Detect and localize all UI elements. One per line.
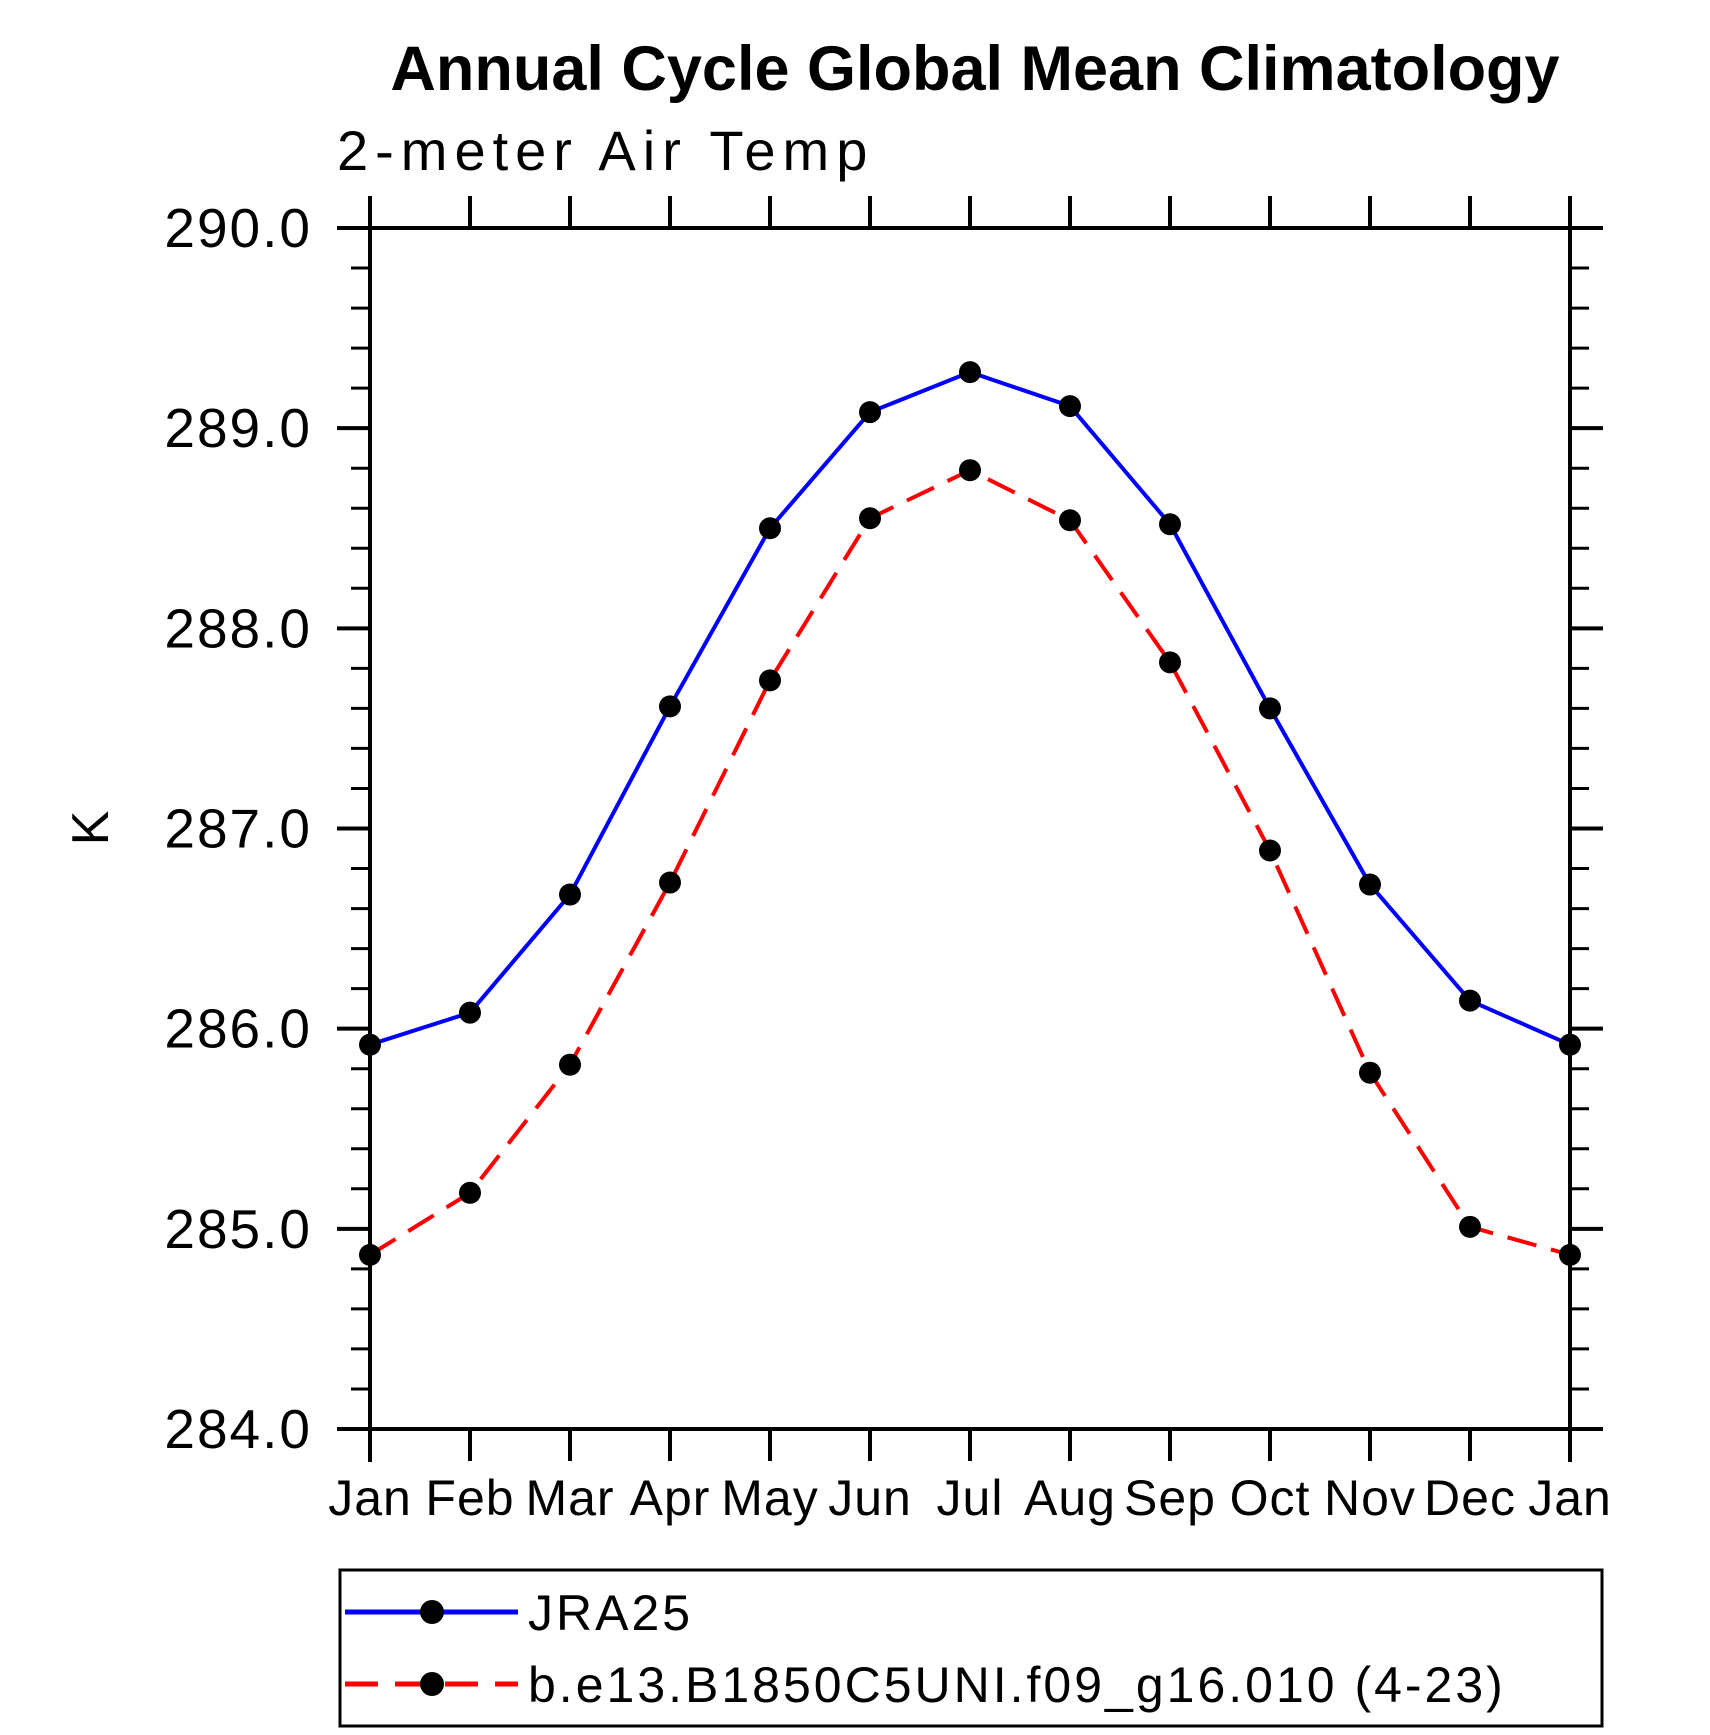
data-point-marker xyxy=(359,1033,381,1056)
data-point-marker xyxy=(759,669,781,692)
data-point-marker xyxy=(1359,1061,1381,1084)
data-point-marker xyxy=(659,871,681,894)
data-point-marker xyxy=(1059,395,1081,418)
data-point-marker xyxy=(459,1001,481,1024)
data-point-marker xyxy=(1159,513,1181,536)
legend-label-jra25: JRA25 xyxy=(528,1585,693,1641)
y-axis-tick-labels: 284.0 285.0 286.0 287.0 288.0 289.0 290.0 xyxy=(164,197,312,1460)
x-tick-label: May xyxy=(721,1470,818,1526)
x-tick-label: Sep xyxy=(1124,1470,1216,1526)
x-tick-label: Nov xyxy=(1324,1470,1416,1526)
data-point-marker xyxy=(759,517,781,540)
x-tick-label: Jan xyxy=(1528,1470,1612,1526)
y-tick-label: 289.0 xyxy=(164,397,312,459)
data-point-marker xyxy=(559,1053,581,1076)
series-line xyxy=(368,467,1571,1257)
series-jra25 xyxy=(359,361,1581,1056)
x-tick-label: Jul xyxy=(937,1470,1004,1526)
y-tick-label: 287.0 xyxy=(164,798,312,860)
y-tick-label: 290.0 xyxy=(164,197,312,259)
chart-title: Annual Cycle Global Mean Climatology xyxy=(390,34,1559,104)
legend: JRA25 b.e13.B1850C5UNI.f09_g16.010 (4-23… xyxy=(338,1568,1604,1728)
y-axis-ticks xyxy=(337,226,1603,1431)
series-model xyxy=(359,459,1581,1266)
x-tick-label: Mar xyxy=(525,1470,614,1526)
legend-marker-dot xyxy=(420,1672,444,1696)
data-point-marker xyxy=(1259,697,1281,720)
data-point-marker xyxy=(1459,989,1481,1012)
legend-entry-jra25: JRA25 xyxy=(345,1585,693,1641)
data-point-marker xyxy=(959,361,981,384)
y-tick-label: 288.0 xyxy=(164,597,312,659)
y-tick-label: 284.0 xyxy=(164,1398,312,1460)
y-tick-label: 286.0 xyxy=(164,998,312,1060)
legend-box xyxy=(338,1568,1604,1728)
x-tick-label: Jun xyxy=(828,1470,912,1526)
legend-entry-model: b.e13.B1850C5UNI.f09_g16.010 (4-23) xyxy=(345,1657,1506,1713)
y-tick-label: 285.0 xyxy=(164,1198,312,1260)
data-point-marker xyxy=(859,401,881,424)
chart-subtitle: 2-meter Air Temp xyxy=(337,119,874,182)
x-axis-month-labels: Jan Feb Mar Apr May Jun Jul Aug Sep Oct Nov Dec Jan xyxy=(328,1470,1612,1526)
data-point-marker xyxy=(1159,651,1181,674)
y-axis-title: K xyxy=(62,810,120,845)
x-tick-label: Feb xyxy=(425,1470,514,1526)
data-point-marker xyxy=(1259,839,1281,862)
data-point-marker xyxy=(359,1243,381,1266)
data-point-marker xyxy=(1459,1215,1481,1238)
data-point-marker xyxy=(959,459,981,482)
x-tick-label: Apr xyxy=(630,1470,711,1526)
data-point-marker xyxy=(1059,509,1081,532)
data-point-marker xyxy=(459,1181,481,1204)
data-point-marker xyxy=(559,883,581,906)
x-tick-label: Jan xyxy=(328,1470,412,1526)
legend-marker-dot xyxy=(420,1600,444,1624)
data-point-marker xyxy=(659,695,681,718)
data-point-marker xyxy=(1559,1033,1581,1056)
legend-label-model: b.e13.B1850C5UNI.f09_g16.010 (4-23) xyxy=(528,1657,1506,1713)
axes-frame xyxy=(337,196,1603,1462)
data-point-marker xyxy=(859,507,881,530)
x-tick-label: Dec xyxy=(1424,1470,1516,1526)
data-point-marker xyxy=(1359,873,1381,896)
data-point-marker xyxy=(1559,1243,1581,1266)
data-series xyxy=(359,361,1581,1266)
x-axis-ticks xyxy=(368,196,1572,1461)
x-tick-label: Aug xyxy=(1024,1470,1116,1526)
x-tick-label: Oct xyxy=(1230,1470,1311,1526)
